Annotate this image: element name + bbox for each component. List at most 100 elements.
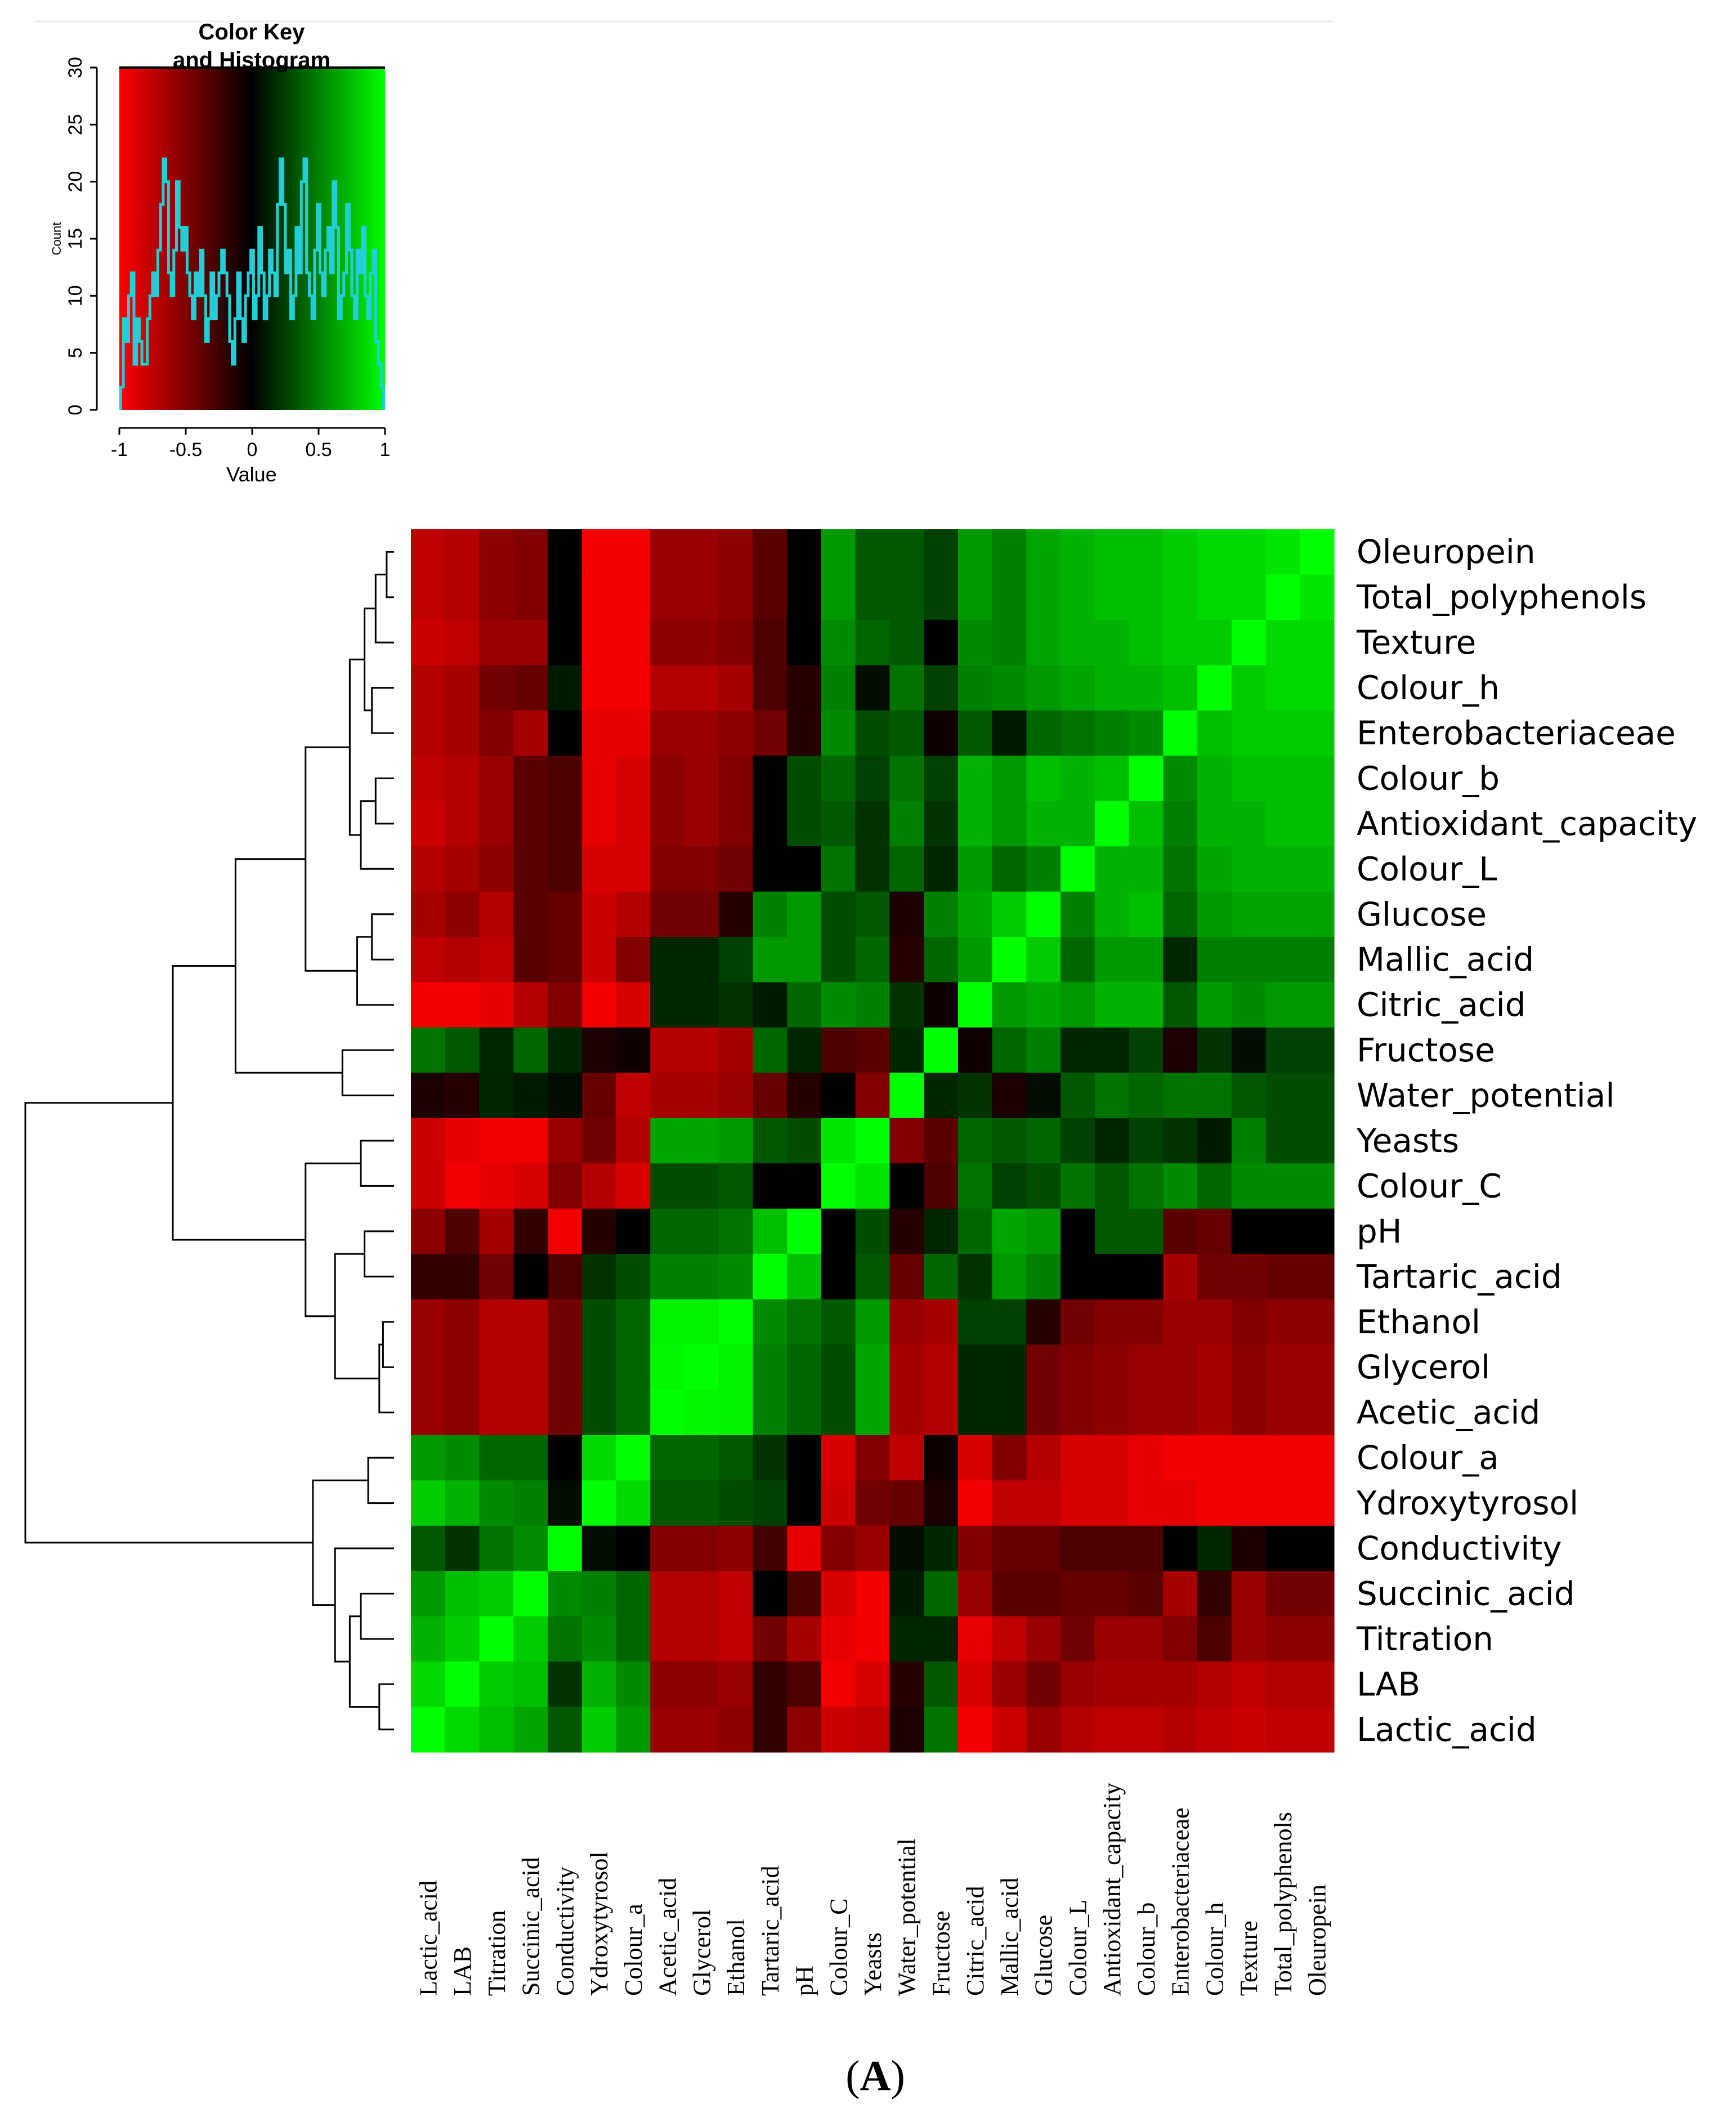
heatmap-cell (718, 1118, 754, 1164)
heatmap-cell (411, 529, 446, 575)
heatmap-cell (1231, 1073, 1267, 1119)
heatmap-cell (821, 1435, 856, 1481)
heatmap-cell (513, 1707, 548, 1753)
heatmap-cell (958, 937, 993, 983)
heatmap-cell (1129, 1571, 1164, 1617)
heatmap-cell (1094, 1118, 1130, 1164)
heatmap-cell (924, 1480, 959, 1526)
heatmap-cell (753, 1345, 788, 1391)
heatmap-cell (889, 846, 924, 892)
heatmap-cell (718, 937, 754, 983)
heatmap-cell (581, 619, 617, 666)
heatmap-cell (479, 1345, 514, 1391)
heatmap-cell (855, 529, 890, 575)
heatmap-cell (479, 1435, 514, 1481)
heatmap-cell (718, 619, 754, 666)
heatmap-cell (581, 574, 617, 620)
heatmap-cell (1265, 1345, 1300, 1391)
heatmap-cell (411, 937, 446, 983)
heatmap-cell (787, 710, 822, 756)
heatmap-cell (1026, 982, 1061, 1028)
heatmap-cell (787, 1435, 822, 1481)
heatmap-cell (616, 1525, 651, 1571)
heatmap-cell (684, 619, 719, 666)
heatmap-cell (513, 1254, 548, 1300)
heatmap-cell (650, 619, 685, 666)
heatmap-cell (650, 1525, 685, 1571)
heatmap-cell (1300, 1390, 1335, 1436)
heatmap-cell (1061, 801, 1095, 847)
heatmap-cell (411, 1118, 446, 1164)
heatmap-cell (1129, 1662, 1164, 1708)
heatmap-cell (445, 801, 480, 847)
heatmap-cell (445, 1480, 480, 1526)
heatmap-cell (855, 801, 890, 847)
heatmap-cell (821, 891, 856, 937)
heatmap-cell (855, 1254, 890, 1300)
heatmap-cell (1265, 1027, 1300, 1073)
heatmap-cell (1197, 1254, 1232, 1300)
heatmap-cell (1129, 1616, 1164, 1662)
heatmap-cell (1300, 756, 1335, 802)
heatmap-cell (547, 1525, 583, 1571)
heatmap-cell (1061, 1707, 1095, 1753)
heatmap-cell (1163, 1208, 1198, 1254)
heatmap-cell (616, 801, 651, 847)
heatmap-cell (547, 1118, 583, 1164)
heatmap-cell (855, 619, 890, 666)
heatmap-cell (650, 1571, 685, 1617)
heatmap-cell (787, 1027, 822, 1073)
heatmap-cell (1197, 1073, 1232, 1119)
heatmap-cell (787, 1480, 822, 1526)
heatmap-cell (821, 1027, 856, 1073)
heatmap-cell (753, 1390, 788, 1436)
heatmap-cell (1163, 1299, 1198, 1345)
heatmap-cell (616, 1662, 651, 1708)
heatmap-cells (411, 529, 1335, 1753)
heatmap-cell (1163, 801, 1198, 847)
heatmap-cell (547, 1390, 583, 1436)
heatmap-cell (958, 801, 993, 847)
column-label: Total_polyphenols (1269, 1812, 1297, 1996)
heatmap-cell (855, 982, 890, 1028)
heatmap-cell (924, 1163, 959, 1209)
heatmap-cell (1300, 937, 1335, 983)
heatmap-cell (992, 1707, 1027, 1753)
heatmap-cell (821, 1390, 856, 1436)
heatmap-cell (650, 1118, 685, 1164)
heatmap-cell (753, 665, 788, 711)
column-label: Water_potential (893, 1838, 921, 1996)
heatmap-cell (581, 1525, 617, 1571)
heatmap-cell (513, 846, 548, 892)
heatmap-cell (1094, 846, 1130, 892)
heatmap-cell (855, 1208, 890, 1254)
panel-label: (A) (845, 2052, 905, 2100)
heatmap-cell (958, 1208, 993, 1254)
heatmap-cell (1061, 1299, 1095, 1345)
column-label: Colour_h (1201, 1902, 1228, 1996)
heatmap-cell (411, 1390, 446, 1436)
heatmap-cell (1231, 1118, 1267, 1164)
heatmap-cell (513, 1480, 548, 1526)
heatmap-cell (753, 846, 788, 892)
heatmap-cell (1265, 756, 1300, 802)
heatmap-cell (1300, 1707, 1335, 1753)
heatmap-cell (479, 1525, 514, 1571)
heatmap-cell (821, 1616, 856, 1662)
heatmap-cell (821, 665, 856, 711)
panel-label-close: ) (891, 2052, 905, 2100)
column-label: Lactic_acid (414, 1881, 442, 1996)
heatmap-cell (684, 891, 719, 937)
row-label: Glucose (1357, 895, 1487, 934)
heatmap-cell (821, 1480, 856, 1526)
heatmap-cell (718, 1208, 754, 1254)
row-label: Mallic_acid (1357, 940, 1534, 979)
heatmap-cell (855, 1616, 890, 1662)
row-label: Colour_a (1357, 1439, 1499, 1477)
heatmap-cell (581, 1616, 617, 1662)
heatmap-cell (684, 801, 719, 847)
heatmap-cell (753, 937, 788, 983)
heatmap-cell (650, 574, 685, 620)
heatmap-cell (616, 574, 651, 620)
heatmap-cell (718, 1525, 754, 1571)
